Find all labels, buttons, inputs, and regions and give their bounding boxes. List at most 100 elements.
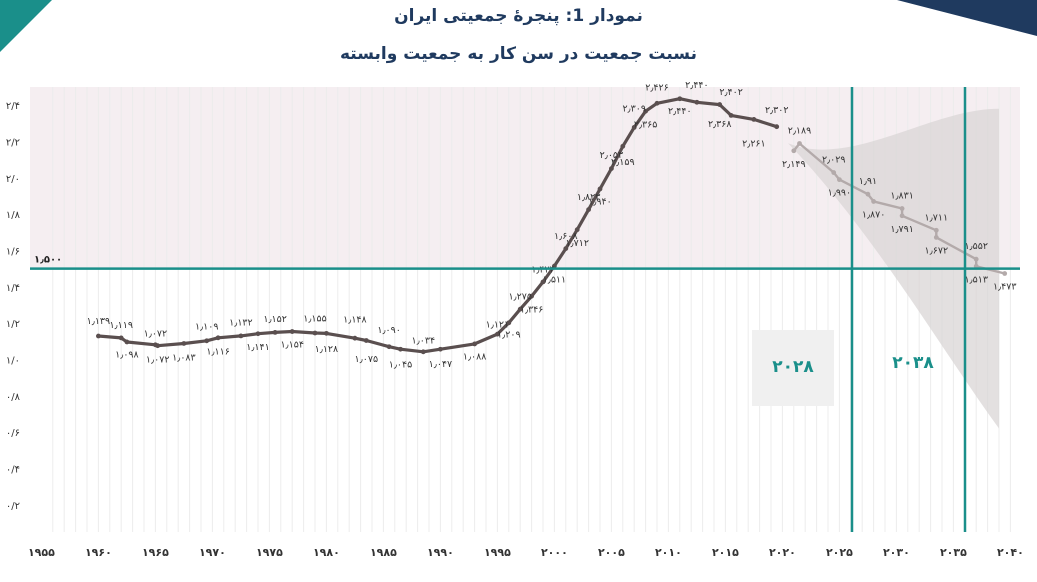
data-point [751,116,757,122]
x-tick-label: ۲۰۲۰ [769,546,796,559]
data-label: ۲٫۰۵۳ [600,150,624,161]
x-tick-label: ۱۹۷۰ [199,546,226,559]
chart-subtitle: نسبت جمعیت در سن کار به جمعیت وابسته [339,44,697,64]
data-label: ۱٫۷۹۱ [890,224,914,235]
data-point [420,349,426,355]
data-label: ۲٫۴۰۲ [719,87,743,98]
x-tick-label: ۱۹۵۵ [28,546,55,559]
x-tick-label: ۱۹۶۰ [85,546,112,559]
y-tick-label: ۱/۶ [6,246,20,257]
data-point [899,206,905,211]
data-label: ۱٫۸۷۰ [862,209,886,220]
y-tick-label: ۰/۲ [6,501,20,512]
data-label: ۱٫۰۳۴ [412,335,436,346]
data-label: ۱٫۳۴۶ [520,305,544,316]
data-point [837,177,842,183]
data-label: ۱٫۶۰۸ [554,231,578,242]
data-label: ۱٫۱۲۸ [315,344,339,355]
data-point [774,124,780,130]
data-label: ۲٫۴۴۰ [685,80,709,91]
data-point [586,207,591,213]
data-point [352,335,358,341]
data-label: ۲٫۳۰۹ [622,104,646,115]
data-point [255,331,261,337]
grid-lines [52,87,1011,532]
x-tick-label: ۱۹۸۰ [313,546,340,559]
window-end-label: ۲۰۳۸ [892,353,934,373]
x-tick-label: ۲۰۰۵ [598,546,625,559]
x-tick-label: ۱۹۷۵ [256,546,283,559]
data-label: ۱٫۰۸۸ [463,351,487,362]
data-label: ۱٫۱۵۴ [280,339,304,350]
chart-title: نمودار 1: پنجرۀ جمعیتی ایران [394,6,643,26]
data-label: ۱٫۰۴۷ [429,359,453,370]
data-point [540,279,546,285]
data-label: ۲٫۱۴۹ [782,159,806,170]
data-label: ۱٫۰۹۰ [377,325,401,336]
data-label: ۲٫۳۶۸ [708,119,732,130]
data-label: ۱٫۶۷۲ [925,245,949,256]
y-tick-label: ۲/۴ [6,101,20,112]
x-tick-label: ۱۹۹۵ [484,546,511,559]
corner-decoration-right [897,0,1037,36]
x-tick-label: ۲۰۱۵ [712,546,739,559]
data-point [312,330,318,336]
data-label: ۱٫۰۴۵ [389,359,413,370]
data-point [643,108,648,114]
data-label: ۱٫۸۳۱ [890,191,914,202]
data-point [438,346,443,352]
data-label: ۱٫۱۱۶ [206,346,230,357]
data-label: ۱٫۷۱۱ [925,212,949,223]
data-point [398,346,403,352]
data-point [552,263,557,269]
data-point [973,256,979,262]
data-label: ۱٫۰۷۲ [146,354,170,365]
x-tick-label: ۲۰۳۰ [883,546,910,559]
data-point [517,306,523,312]
data-label: ۱٫۴۷۳ [993,282,1017,293]
data-label: ۱٫۱۱۹ [109,320,133,331]
data-label: ۲٫۴۴۰ [668,106,692,117]
data-point [386,344,392,350]
y-tick-label: ۲/۰ [6,174,20,185]
data-label: ۲٫۳۰۲ [765,105,789,116]
data-point [694,99,700,105]
data-label: ۱٫۰۸۳ [172,352,196,363]
data-point [717,102,723,107]
data-label: ۱٫۱۰۹ [195,322,219,333]
y-tick-label: ۰/۸ [6,392,21,403]
x-tick-label: ۱۹۹۰ [427,546,454,559]
data-label: ۲٫۲۶۱ [742,138,766,149]
data-point [506,320,512,326]
data-label: ۱٫۷۱۲ [565,238,589,249]
x-tick-label: ۲۰۱۰ [655,546,682,559]
data-point [597,186,603,192]
data-label: ۱٫۱۳۲ [229,317,253,328]
data-point [631,124,637,130]
x-axis-ticks: ۱۹۵۵ ۱۹۶۰ ۱۹۶۵ ۱۹۷۰ ۱۹۷۵ ۱۹۸۰ ۱۹۸۵ ۱۹۹۰ ۱۹۹۵ ۲۰۰۰… [28,546,1024,559]
y-axis-ticks: ۰/۲ ۰/۴ ۰/۶ ۰/۸ ۱/۰ ۱/۲ ۱/۴ ۱/۶ ۱/۸ ۲/۰ ۲/۲ ۲/۴ [6,101,21,512]
data-point [831,170,837,175]
data-label: ۱٫۱۵۵ [303,313,327,324]
data-point [574,227,580,233]
data-point [791,148,797,154]
data-label: ۱٫۴۲۴ [531,264,555,275]
data-point [181,341,187,346]
data-label: ۱٫۱۴۱ [246,342,270,353]
data-label: ۱٫۲۰۹ [497,329,521,340]
data-label: ۲٫۱۵۹ [611,157,635,168]
window-start-label: ۲۰۲۸ [772,357,814,377]
data-point [495,331,500,337]
x-tick-label: ۱۹۸۵ [370,546,397,559]
x-tick-label: ۲۰۳۵ [940,546,967,559]
data-points [96,96,1008,355]
data-point [797,141,802,146]
data-label: ۱٫۹۱ [859,176,877,187]
threshold-label: ۱٫۵۰۰ [34,255,62,266]
y-tick-label: ۰/۴ [6,464,20,475]
data-label: ۲٫۴۲۶ [645,82,669,93]
data-label: ۱٫۸۲۳ [577,192,601,203]
data-label: ۱٫۱۳۹ [87,316,111,327]
